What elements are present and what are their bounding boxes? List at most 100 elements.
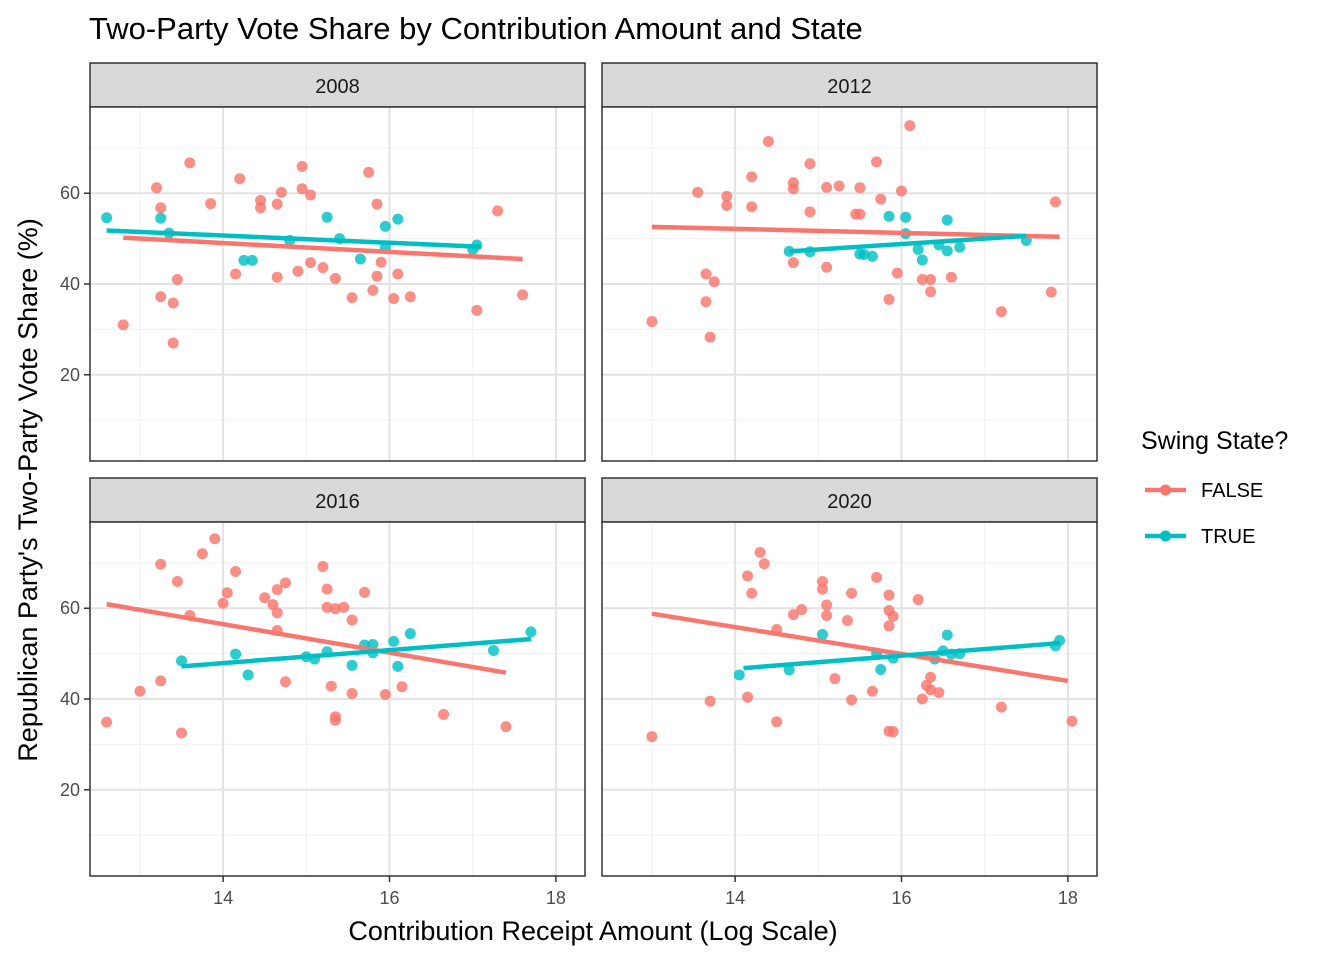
y-tick-label: 60 <box>60 598 80 618</box>
data-point-nonswing <box>155 675 167 687</box>
data-point-nonswing <box>700 268 712 280</box>
data-point-nonswing <box>891 267 903 279</box>
data-point-nonswing <box>925 273 937 285</box>
data-point-swing <box>954 241 966 253</box>
data-point-nonswing <box>388 293 400 305</box>
data-point-nonswing <box>646 316 658 328</box>
data-point-nonswing <box>267 599 279 611</box>
data-point-nonswing <box>883 293 895 305</box>
y-axis-title: Republican Party's Two-Party Vote Share … <box>13 218 43 761</box>
data-point-nonswing <box>317 262 329 274</box>
data-point-swing <box>388 635 400 647</box>
data-point-nonswing <box>346 292 358 304</box>
data-point-swing <box>900 211 912 223</box>
legend-item-false: FALSE <box>1145 480 1263 502</box>
data-point-nonswing <box>871 571 883 583</box>
data-point-nonswing <box>821 181 833 193</box>
data-point-nonswing <box>221 587 233 599</box>
data-point-nonswing <box>151 182 163 194</box>
data-point-nonswing <box>346 688 358 700</box>
data-point-nonswing <box>804 158 816 170</box>
facet-label-2016: 2016 <box>315 491 360 513</box>
points-2016 <box>101 533 537 739</box>
data-point-swing <box>101 212 113 224</box>
data-point-nonswing <box>338 601 350 613</box>
data-point-nonswing <box>916 693 928 705</box>
data-point-nonswing <box>796 604 808 616</box>
data-point-nonswing <box>854 182 866 194</box>
trend-line-nonswing <box>106 601 507 675</box>
trend-line-swing <box>181 636 532 669</box>
data-point-nonswing <box>392 268 404 280</box>
data-point-nonswing <box>871 156 883 168</box>
data-point-nonswing <box>995 701 1007 713</box>
x-tick-label: 18 <box>546 888 566 908</box>
facet-label-2012: 2012 <box>827 76 872 98</box>
data-point-swing <box>487 644 499 656</box>
data-point-nonswing <box>829 673 841 685</box>
data-point-nonswing <box>117 319 129 331</box>
data-point-nonswing <box>280 676 292 688</box>
x-tick-label: 14 <box>725 888 745 908</box>
data-point-nonswing <box>404 291 416 303</box>
data-point-swing <box>230 648 242 660</box>
panel-2008: 2008 20 40 60 <box>60 62 586 462</box>
y-tick-label: 40 <box>60 689 80 709</box>
data-point-swing <box>733 669 745 681</box>
legend-key-point <box>1160 484 1171 496</box>
data-point-nonswing <box>742 570 754 582</box>
data-point-swing <box>155 212 167 224</box>
points-2012 <box>646 120 1061 343</box>
data-point-nonswing <box>304 257 316 269</box>
data-point-nonswing <box>746 587 758 599</box>
y-tick-label: 40 <box>60 274 80 294</box>
data-point-nonswing <box>101 716 113 728</box>
data-point-nonswing <box>517 289 529 301</box>
data-point-nonswing <box>155 558 167 570</box>
data-point-nonswing <box>155 291 167 303</box>
data-point-swing <box>379 220 391 232</box>
data-point-nonswing <box>925 684 937 696</box>
data-point-nonswing <box>255 202 267 214</box>
data-point-swing <box>392 213 404 225</box>
data-point-nonswing <box>700 296 712 308</box>
chart-title: Two-Party Vote Share by Contribution Amo… <box>89 11 863 46</box>
facet-strip-2020 <box>601 477 1098 523</box>
y-tick-label: 20 <box>60 365 80 385</box>
data-point-nonswing <box>346 614 358 626</box>
x-tick-label: 16 <box>891 888 911 908</box>
data-point-nonswing <box>209 533 221 545</box>
data-point-nonswing <box>841 614 853 626</box>
data-point-nonswing <box>758 558 770 570</box>
data-point-swing <box>321 211 333 223</box>
panel-2016: 2016 20 40 60 14 16 18 <box>60 477 586 908</box>
data-point-nonswing <box>762 135 774 147</box>
data-point-nonswing <box>205 198 217 210</box>
data-point-nonswing <box>379 688 391 700</box>
data-point-nonswing <box>184 157 196 169</box>
data-point-nonswing <box>646 731 658 743</box>
data-point-nonswing <box>217 597 229 609</box>
data-point-nonswing <box>816 583 828 595</box>
data-point-swing <box>783 664 795 676</box>
data-point-swing <box>242 669 254 681</box>
data-point-nonswing <box>804 206 816 218</box>
data-point-nonswing <box>396 681 408 693</box>
facet-panels: 2008 20 40 60 2012 2016 20 40 60 14 16 18 2020 14 16 18 <box>60 62 1098 908</box>
data-point-nonswing <box>234 173 246 185</box>
data-point-nonswing <box>371 270 383 282</box>
trend-line-nonswing <box>123 235 523 262</box>
data-point-nonswing <box>325 680 337 692</box>
data-point-nonswing <box>912 594 924 606</box>
data-point-nonswing <box>916 273 928 285</box>
data-point-nonswing <box>317 560 329 572</box>
data-point-swing <box>912 244 924 256</box>
data-point-nonswing <box>708 276 720 288</box>
data-point-nonswing <box>945 271 957 283</box>
data-point-nonswing <box>292 265 304 277</box>
data-point-nonswing <box>821 261 833 273</box>
data-point-swing <box>883 210 895 222</box>
legend-item-true: TRUE <box>1145 526 1255 548</box>
data-point-swing <box>176 655 188 667</box>
data-point-nonswing <box>304 189 316 201</box>
